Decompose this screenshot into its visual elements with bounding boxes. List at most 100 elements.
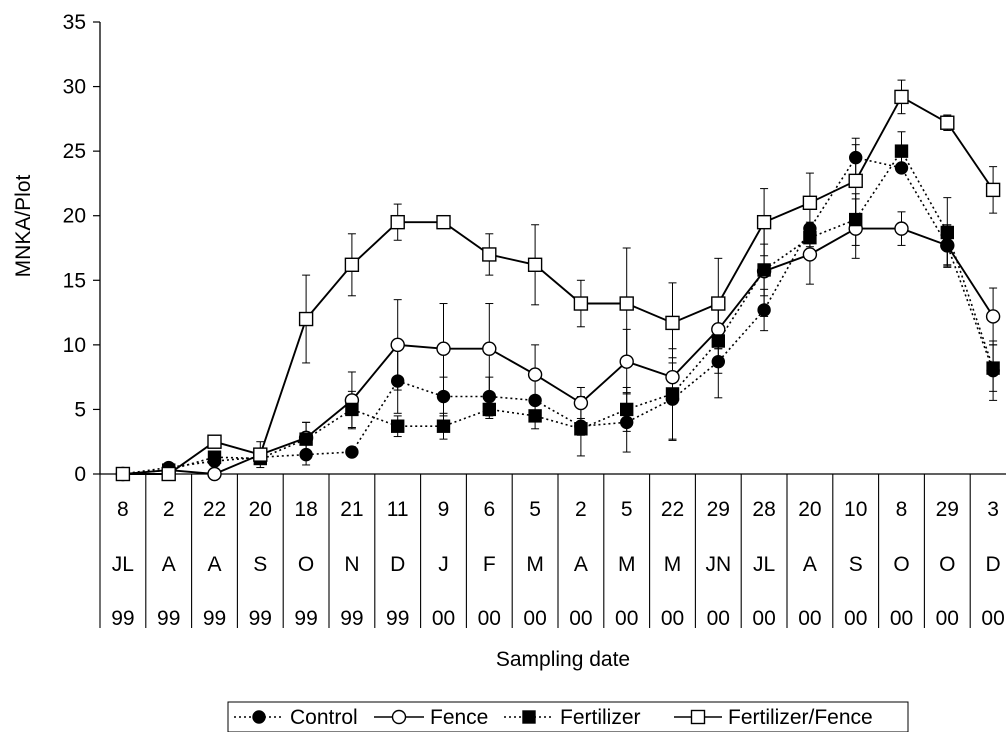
y-tick-label: 25 bbox=[63, 140, 86, 163]
x-label-month: F bbox=[483, 553, 496, 576]
y-tick-label: 30 bbox=[63, 76, 86, 99]
y-tick-label: 5 bbox=[74, 398, 86, 421]
legend-item-control: Control bbox=[234, 706, 358, 729]
fertilizer-marker bbox=[345, 402, 359, 417]
fertilizer-fence-marker bbox=[848, 173, 863, 189]
x-label-year: 00 bbox=[936, 607, 959, 630]
x-label-month: A bbox=[162, 553, 176, 576]
fertilizer-fence-marker bbox=[756, 214, 772, 230]
x-label-year: 99 bbox=[340, 607, 363, 630]
legend-label: Control bbox=[290, 706, 358, 729]
control-marker bbox=[711, 354, 725, 369]
fertilizer-fence-marker bbox=[436, 214, 451, 230]
fertilizer-marker bbox=[711, 334, 725, 348]
x-label-month: JL bbox=[753, 553, 775, 576]
x-label-day: 11 bbox=[387, 498, 409, 521]
x-label-month: J bbox=[438, 553, 449, 576]
fence-marker bbox=[527, 367, 543, 382]
x-label-year: 00 bbox=[890, 607, 913, 630]
fertilizer-fence-marker bbox=[207, 434, 222, 449]
x-label-day: 10 bbox=[844, 498, 867, 521]
y-tick-label: 20 bbox=[63, 205, 86, 228]
x-axis-title: Sampling date bbox=[496, 648, 630, 671]
control-line bbox=[122, 156, 994, 475]
x-label-month: A bbox=[803, 553, 817, 576]
x-label-day: 29 bbox=[707, 498, 730, 521]
fence-marker bbox=[207, 466, 222, 482]
control-marker bbox=[528, 393, 542, 408]
legend-item-fertilizer-fence: Fertilizer/Fence bbox=[674, 706, 873, 729]
x-label-day: 22 bbox=[661, 498, 684, 521]
x-label-month: M bbox=[664, 553, 682, 576]
fertilizer-fence-marker bbox=[115, 466, 131, 482]
fence-marker bbox=[802, 247, 818, 262]
fertilizer-marker bbox=[299, 432, 313, 446]
control-marker bbox=[894, 161, 909, 175]
control-marker bbox=[436, 389, 451, 404]
fertilizer-marker bbox=[482, 402, 496, 417]
x-label-year: 00 bbox=[661, 607, 684, 630]
legend: Control Fence Fertilizer Fertilizer/Fence bbox=[227, 701, 909, 732]
fertilizer-line bbox=[122, 149, 994, 475]
x-label-month: O bbox=[939, 553, 955, 576]
fence-line bbox=[122, 227, 994, 475]
y-axis-ticks: 0 5 10 15 20 25 30 35 bbox=[63, 11, 100, 486]
legend-label: Fertilizer bbox=[560, 706, 641, 729]
x-label-year: 99 bbox=[249, 607, 272, 630]
fertilizer-marker bbox=[940, 225, 954, 240]
series-markers bbox=[115, 89, 1001, 482]
fence-marker bbox=[665, 369, 680, 385]
fertilizer-marker bbox=[528, 409, 542, 423]
x-label-year: 99 bbox=[111, 607, 134, 630]
y-tick-label: 15 bbox=[63, 269, 86, 292]
control-marker bbox=[849, 150, 863, 165]
x-label-day: 28 bbox=[752, 498, 775, 521]
x-label-day: 5 bbox=[621, 498, 633, 521]
x-label-day: 20 bbox=[249, 498, 272, 521]
control-marker bbox=[757, 303, 771, 317]
fence-marker bbox=[985, 309, 1001, 324]
x-label-month: A bbox=[207, 553, 221, 576]
x-label-year: 00 bbox=[615, 607, 638, 630]
x-label-month: M bbox=[526, 553, 544, 576]
legend-fence-marker bbox=[391, 709, 407, 725]
x-label-year: 99 bbox=[386, 607, 409, 630]
fertilizer-marker bbox=[620, 402, 634, 417]
fertilizer-marker bbox=[665, 387, 680, 401]
legend-box bbox=[227, 701, 909, 732]
x-label-day: 18 bbox=[294, 498, 317, 521]
fence-marker bbox=[390, 337, 405, 353]
legend-item-fence: Fence bbox=[374, 706, 488, 729]
x-label-year: 99 bbox=[203, 607, 226, 630]
x-label-month: O bbox=[893, 553, 909, 576]
x-label-month: O bbox=[298, 553, 314, 576]
fence-marker bbox=[711, 322, 726, 337]
x-label-day: 22 bbox=[203, 498, 226, 521]
y-axis-title: MNKA/Plot bbox=[12, 174, 35, 277]
x-label-day: 6 bbox=[483, 498, 495, 521]
control-marker bbox=[620, 415, 634, 430]
x-label-year: 00 bbox=[569, 607, 592, 630]
fertilizer-marker bbox=[894, 144, 909, 158]
legend-control-marker bbox=[252, 710, 266, 724]
fertilizer-fence-marker bbox=[253, 447, 268, 462]
x-label-year: 00 bbox=[798, 607, 821, 630]
fertilizer-marker bbox=[849, 212, 863, 227]
x-label-month: JL bbox=[112, 553, 134, 576]
fence-marker bbox=[619, 354, 634, 369]
y-tick-label: 0 bbox=[74, 463, 86, 486]
fertilizer-fence-marker bbox=[665, 315, 680, 331]
fertilizer-marker bbox=[436, 419, 451, 433]
x-label-month: M bbox=[618, 553, 636, 576]
x-label-day: 8 bbox=[117, 498, 129, 521]
control-marker bbox=[940, 238, 954, 253]
legend-item-fertilizer: Fertilizer bbox=[504, 706, 641, 729]
fence-marker bbox=[436, 341, 451, 356]
y-tick-label: 35 bbox=[63, 11, 86, 34]
x-label-month: D bbox=[986, 553, 1001, 576]
control-marker bbox=[345, 445, 359, 459]
x-label-day: 8 bbox=[896, 498, 908, 521]
y-tick-label: 10 bbox=[63, 334, 86, 357]
fertilizer-fence-marker bbox=[298, 311, 314, 327]
x-label-month: S bbox=[253, 553, 267, 576]
